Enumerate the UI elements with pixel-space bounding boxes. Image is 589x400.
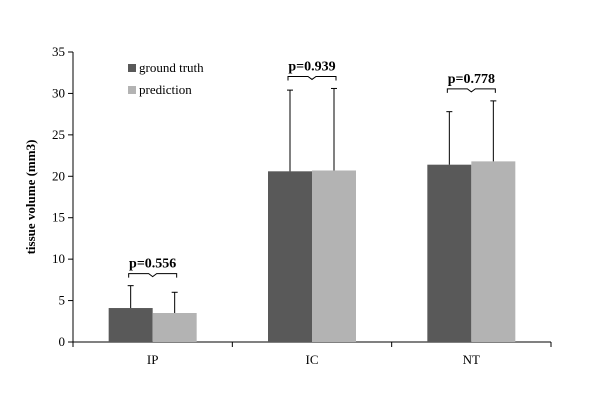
error-bars-group [127,87,497,313]
legend: ground truth prediction [128,60,204,97]
y-tick-label: 5 [59,293,66,308]
y-tick-label: 35 [52,44,65,59]
bar-prediction-NT [471,161,516,342]
legend-label: ground truth [139,60,204,75]
y-tick-label: 25 [52,127,65,142]
y-tick-label: 20 [52,168,65,183]
x-category-label: IP [147,352,159,367]
y-tick-label: 15 [52,210,65,225]
bar-prediction-IC [312,170,356,342]
bar-ground-truth-IC [268,171,312,342]
bar-prediction-IP [152,313,197,342]
y-tick-label: 10 [52,251,65,266]
x-category-label: IC [306,352,319,367]
significance-bracket [287,75,337,81]
annotations-group: p=0.556 p=0.939 p=0.778 [128,59,496,278]
legend-swatch-prediction [128,86,136,94]
bars-group [108,161,516,342]
p-value-label: p=0.778 [448,72,495,87]
legend-swatch-ground-truth [128,64,136,72]
x-category-label: NT [463,352,480,367]
y-tick-label: 0 [59,334,66,349]
legend-label: prediction [139,82,192,97]
significance-bracket [446,88,496,93]
p-value-label: p=0.556 [129,257,176,272]
y-tick-label: 30 [52,85,65,100]
y-axis-label: tissue volume (mm3) [23,140,38,255]
bar-ground-truth-IP [108,308,153,342]
significance-bracket [128,273,178,278]
p-value-label: p=0.939 [288,59,335,74]
bar-ground-truth-NT [427,164,472,342]
